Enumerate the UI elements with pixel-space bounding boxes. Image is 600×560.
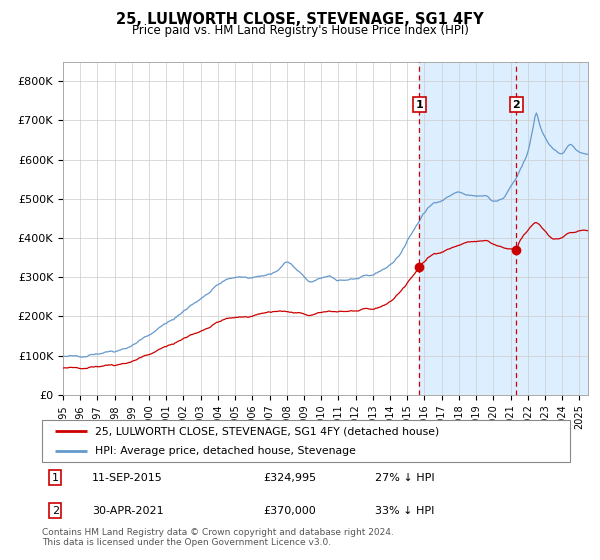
Text: Price paid vs. HM Land Registry's House Price Index (HPI): Price paid vs. HM Land Registry's House … bbox=[131, 24, 469, 37]
Text: 30-APR-2021: 30-APR-2021 bbox=[92, 506, 164, 516]
Bar bbox=[419, 62, 588, 395]
Text: 2: 2 bbox=[52, 506, 59, 516]
FancyBboxPatch shape bbox=[42, 420, 570, 462]
Text: 27% ↓ HPI: 27% ↓ HPI bbox=[374, 473, 434, 483]
Text: HPI: Average price, detached house, Stevenage: HPI: Average price, detached house, Stev… bbox=[95, 446, 356, 456]
Text: 33% ↓ HPI: 33% ↓ HPI bbox=[374, 506, 434, 516]
Text: 2: 2 bbox=[512, 100, 520, 110]
Text: 25, LULWORTH CLOSE, STEVENAGE, SG1 4FY (detached house): 25, LULWORTH CLOSE, STEVENAGE, SG1 4FY (… bbox=[95, 426, 439, 436]
Text: £370,000: £370,000 bbox=[264, 506, 317, 516]
Text: 1: 1 bbox=[415, 100, 423, 110]
Text: 11-SEP-2015: 11-SEP-2015 bbox=[92, 473, 163, 483]
Text: £324,995: £324,995 bbox=[264, 473, 317, 483]
Text: 1: 1 bbox=[52, 473, 59, 483]
Text: 25, LULWORTH CLOSE, STEVENAGE, SG1 4FY: 25, LULWORTH CLOSE, STEVENAGE, SG1 4FY bbox=[116, 12, 484, 27]
Text: Contains HM Land Registry data © Crown copyright and database right 2024.
This d: Contains HM Land Registry data © Crown c… bbox=[42, 528, 394, 547]
